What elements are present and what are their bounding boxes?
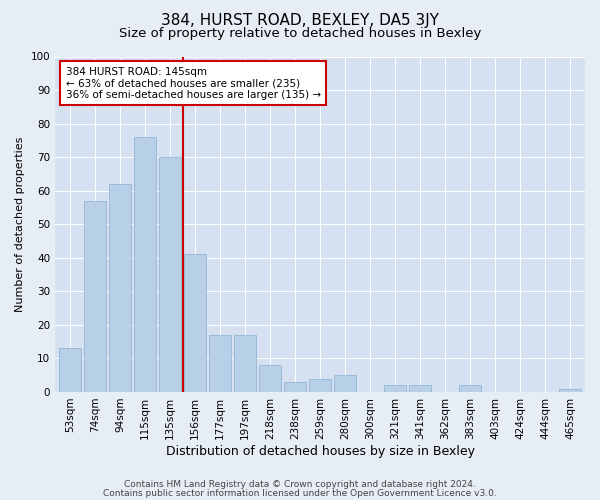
Bar bbox=[284, 382, 305, 392]
Y-axis label: Number of detached properties: Number of detached properties bbox=[15, 136, 25, 312]
Bar bbox=[310, 378, 331, 392]
Text: Contains public sector information licensed under the Open Government Licence v3: Contains public sector information licen… bbox=[103, 488, 497, 498]
Bar bbox=[59, 348, 80, 392]
Bar bbox=[460, 385, 481, 392]
Bar bbox=[160, 157, 181, 392]
Bar bbox=[109, 184, 131, 392]
Bar bbox=[334, 375, 356, 392]
Bar bbox=[385, 385, 406, 392]
Text: Size of property relative to detached houses in Bexley: Size of property relative to detached ho… bbox=[119, 28, 481, 40]
Bar bbox=[184, 254, 206, 392]
Bar bbox=[85, 200, 106, 392]
Bar bbox=[134, 137, 155, 392]
Bar bbox=[409, 385, 431, 392]
X-axis label: Distribution of detached houses by size in Bexley: Distribution of detached houses by size … bbox=[166, 444, 475, 458]
Bar bbox=[209, 335, 230, 392]
Bar bbox=[235, 335, 256, 392]
Text: 384, HURST ROAD, BEXLEY, DA5 3JY: 384, HURST ROAD, BEXLEY, DA5 3JY bbox=[161, 12, 439, 28]
Text: 384 HURST ROAD: 145sqm
← 63% of detached houses are smaller (235)
36% of semi-de: 384 HURST ROAD: 145sqm ← 63% of detached… bbox=[65, 66, 321, 100]
Bar bbox=[559, 388, 581, 392]
Text: Contains HM Land Registry data © Crown copyright and database right 2024.: Contains HM Land Registry data © Crown c… bbox=[124, 480, 476, 489]
Bar bbox=[259, 365, 281, 392]
